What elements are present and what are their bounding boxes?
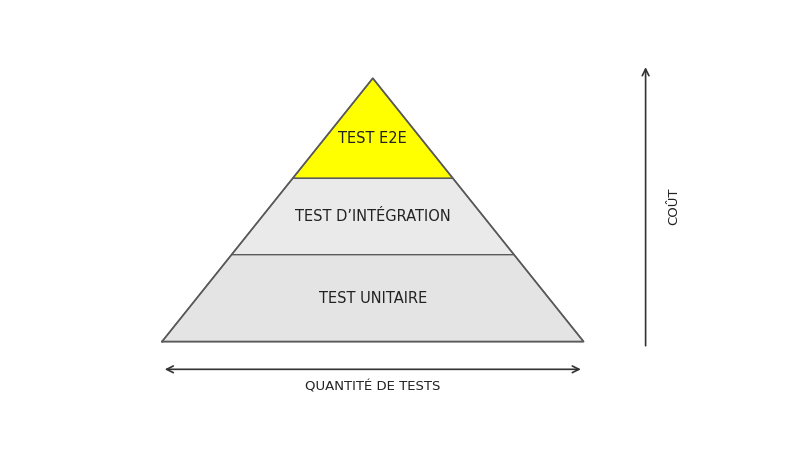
Text: TEST E2E: TEST E2E <box>338 131 407 146</box>
Text: TEST D’INTÉGRATION: TEST D’INTÉGRATION <box>295 209 450 224</box>
Polygon shape <box>162 255 584 342</box>
Text: QUANTITÉ DE TESTS: QUANTITÉ DE TESTS <box>305 380 441 393</box>
Polygon shape <box>231 178 514 255</box>
Polygon shape <box>293 78 453 178</box>
Text: COÛT: COÛT <box>667 188 680 225</box>
Text: TEST UNITAIRE: TEST UNITAIRE <box>318 291 427 306</box>
